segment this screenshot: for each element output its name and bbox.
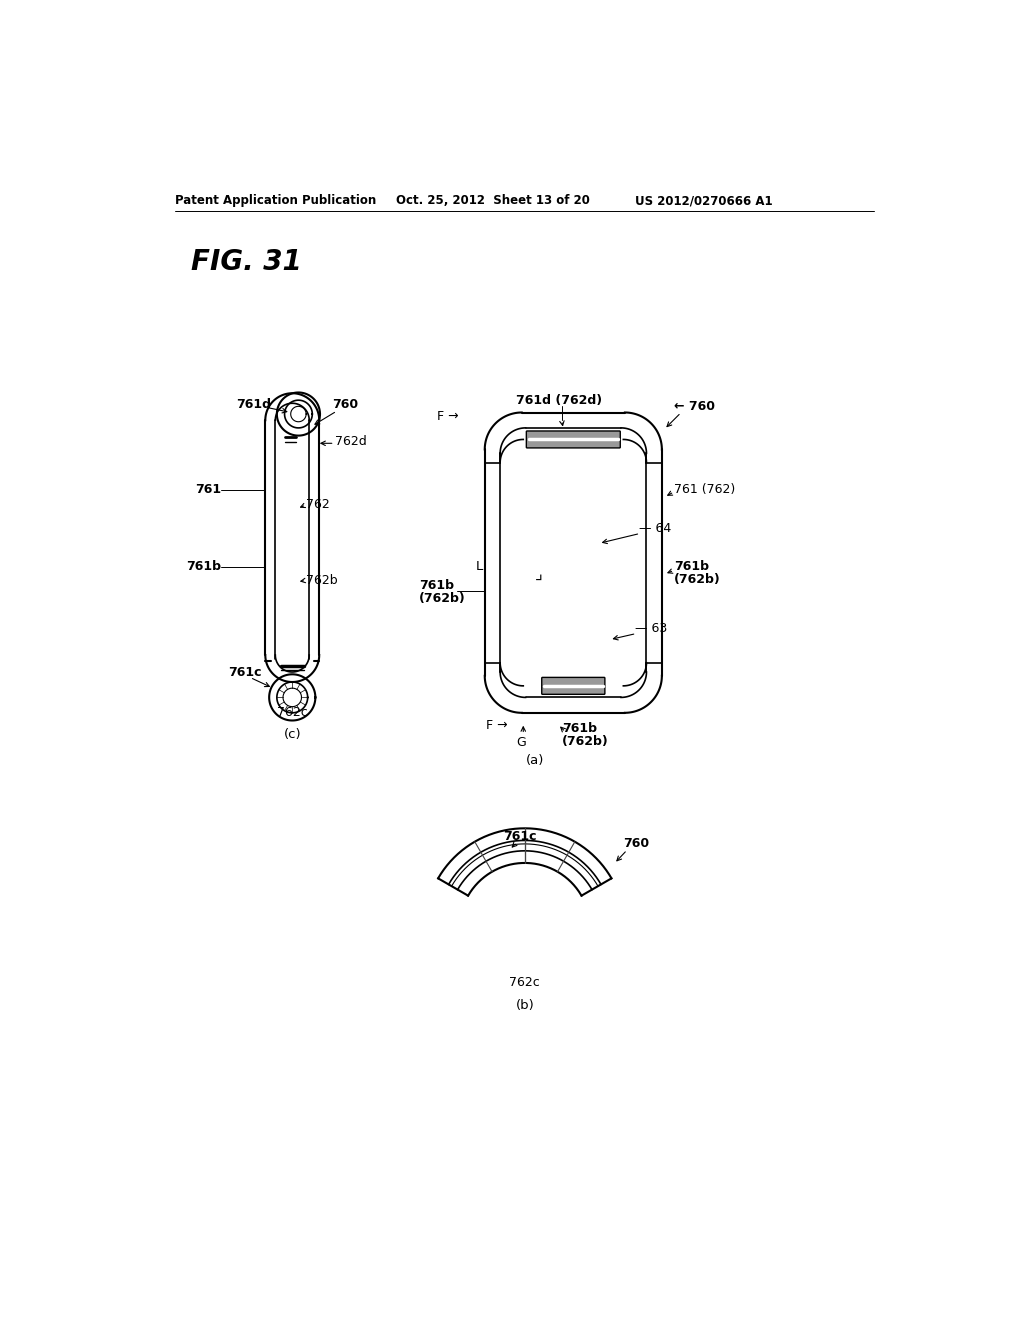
- Text: US 2012/0270666 A1: US 2012/0270666 A1: [635, 194, 772, 207]
- Text: Patent Application Publication: Patent Application Publication: [175, 194, 377, 207]
- Text: F →: F →: [437, 409, 459, 422]
- Text: FIG. 31: FIG. 31: [190, 248, 301, 276]
- Text: F →: F →: [486, 719, 508, 733]
- FancyBboxPatch shape: [542, 677, 605, 694]
- Text: (762b): (762b): [419, 593, 466, 606]
- Text: G: G: [516, 735, 526, 748]
- Text: 760: 760: [624, 837, 649, 850]
- Text: 762c: 762c: [509, 975, 541, 989]
- Text: 761b: 761b: [674, 560, 710, 573]
- Text: 761b: 761b: [419, 579, 455, 593]
- FancyBboxPatch shape: [526, 430, 621, 447]
- Text: 762d: 762d: [335, 436, 367, 449]
- Text: 762b: 762b: [306, 574, 338, 587]
- Text: (c): (c): [284, 727, 301, 741]
- Text: 761: 761: [196, 483, 221, 496]
- Text: 761b: 761b: [186, 560, 221, 573]
- Text: — 64: — 64: [639, 521, 671, 535]
- Text: 762: 762: [306, 499, 330, 511]
- Text: — 63: — 63: [635, 622, 668, 635]
- Text: 761c: 761c: [503, 829, 537, 842]
- Text: 761d (762d): 761d (762d): [515, 395, 602, 408]
- Text: 761b: 761b: [562, 722, 597, 735]
- Text: 761 (762): 761 (762): [674, 483, 735, 496]
- Text: 761c: 761c: [228, 667, 262, 680]
- Text: (a): (a): [525, 754, 544, 767]
- Text: L: L: [476, 560, 483, 573]
- Text: 760: 760: [333, 399, 358, 412]
- Text: Oct. 25, 2012  Sheet 13 of 20: Oct. 25, 2012 Sheet 13 of 20: [396, 194, 590, 207]
- Text: ⌟: ⌟: [535, 565, 543, 583]
- Text: (762b): (762b): [562, 735, 608, 748]
- Text: ← 760: ← 760: [674, 400, 715, 413]
- Text: 761d: 761d: [237, 399, 271, 412]
- Text: 762c: 762c: [276, 706, 307, 719]
- Text: (762b): (762b): [674, 573, 721, 586]
- Text: (b): (b): [515, 999, 535, 1012]
